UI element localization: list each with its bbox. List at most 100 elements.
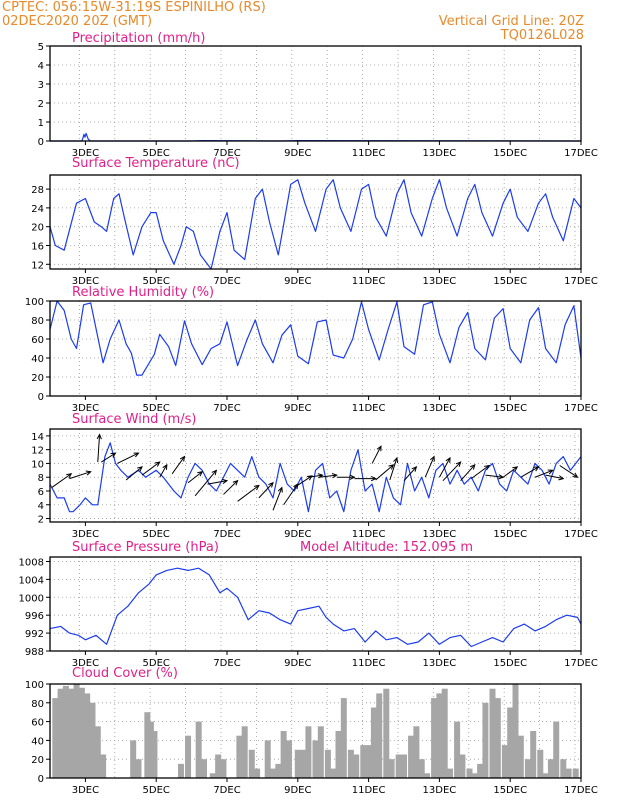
- cloud-bar: [401, 754, 407, 778]
- panel-title: Surface Temperature (nC): [72, 156, 240, 171]
- x-tick-label: 3DEC: [72, 529, 99, 540]
- cloud-bar: [241, 726, 248, 778]
- wind-arrow: [520, 466, 539, 478]
- cloud-bar: [466, 768, 473, 778]
- cloud-bar: [395, 754, 402, 778]
- header-grid-line: Vertical Grid Line: 20Z: [438, 14, 584, 29]
- wind-arrowhead: [293, 483, 299, 490]
- wind-arrow: [207, 480, 228, 485]
- x-tick-label: 13DEC: [423, 276, 457, 287]
- x-tick-label: 17DEC: [564, 785, 598, 796]
- header-model-id: TQ0126L028: [500, 28, 584, 43]
- cloud-bar: [305, 726, 312, 778]
- panel-title: Surface Wind (m/s): [72, 412, 196, 427]
- wind-arrowhead: [222, 478, 229, 484]
- wind-arrowhead: [469, 463, 476, 470]
- wind-arrowhead: [137, 466, 143, 472]
- y-tick-label: 0: [38, 774, 44, 785]
- panel-frame: [49, 556, 582, 652]
- x-tick-label: 3DEC: [72, 276, 99, 287]
- x-tick-label: 3DEC: [72, 148, 99, 159]
- cloud-bar: [360, 745, 367, 778]
- wind-arrowhead: [253, 484, 260, 491]
- wind-arrowhead: [197, 471, 204, 477]
- x-tick-label: 5DEC: [143, 529, 170, 540]
- cloud-bar: [347, 749, 354, 778]
- cloud-bar: [383, 688, 390, 778]
- cloud-bar: [73, 684, 80, 778]
- wind-arrow: [485, 474, 504, 478]
- wind-arrowhead: [349, 474, 356, 480]
- cloud-bar: [501, 745, 508, 778]
- y-tick-label: 14: [31, 432, 44, 443]
- series-line: [49, 300, 582, 376]
- cloud-bar: [324, 749, 331, 778]
- x-tick-label: 13DEC: [423, 403, 457, 414]
- wind-arrowhead: [376, 445, 382, 452]
- panel-6: [46, 683, 582, 782]
- y-tick-label: 1004: [19, 575, 44, 586]
- cloud-bar: [177, 763, 184, 778]
- wind-arrow: [318, 474, 337, 478]
- x-tick-label: 7DEC: [213, 658, 240, 669]
- wind-arrow: [171, 456, 185, 475]
- cloud-bar: [151, 731, 158, 778]
- cloud-bar: [494, 698, 501, 778]
- cloud-bar: [68, 688, 75, 778]
- cloud-bar: [215, 754, 222, 778]
- series-line: [49, 179, 582, 270]
- cloud-bar: [52, 698, 59, 778]
- wind-arrow: [460, 464, 476, 481]
- x-tick-label: 9DEC: [284, 148, 311, 159]
- y-tick-label: 8: [38, 473, 44, 484]
- x-tick-label: 5DEC: [143, 403, 170, 414]
- cloud-bar: [100, 754, 107, 778]
- cloud-bar: [454, 721, 461, 778]
- cloud-bar: [388, 759, 395, 778]
- y-tick-label: 996: [25, 611, 44, 622]
- y-tick-label: 1: [38, 118, 44, 129]
- wind-arrowhead: [96, 433, 102, 440]
- x-tick-label: 17DEC: [564, 529, 598, 540]
- x-tick-label: 5DEC: [143, 148, 170, 159]
- wind-arrow: [438, 457, 451, 478]
- x-tick-label: 7DEC: [213, 403, 240, 414]
- panel-title: Surface Pressure (hPa): [72, 540, 219, 555]
- x-tick-label: 3DEC: [72, 403, 99, 414]
- x-tick-label: 11DEC: [352, 148, 386, 159]
- wind-arrow: [194, 470, 217, 497]
- y-tick-label: 80: [31, 316, 44, 327]
- x-tick-label: 11DEC: [352, 785, 386, 796]
- x-tick-label: 15DEC: [493, 785, 527, 796]
- y-tick-label: 60: [31, 335, 44, 346]
- cloud-bar: [553, 721, 560, 778]
- cloud-bar: [209, 773, 216, 778]
- cloud-bar: [517, 735, 524, 778]
- wind-arrowhead: [110, 452, 117, 458]
- cloud-bar: [471, 773, 478, 778]
- cloud-bar: [418, 759, 425, 778]
- wind-arrowhead: [85, 470, 92, 476]
- panel-frame: [49, 300, 582, 397]
- x-tick-label: 15DEC: [493, 529, 527, 540]
- cloud-bar: [424, 773, 431, 778]
- wind-arrow: [237, 485, 260, 502]
- wind-arrow: [559, 465, 578, 478]
- panel-title: Relative Humidity (%): [72, 285, 214, 300]
- wind-arrow: [101, 452, 116, 463]
- panel-title: Precipitation (mm/h): [72, 31, 205, 46]
- cloud-bar: [376, 693, 383, 778]
- x-tick-label: 7DEC: [213, 148, 240, 159]
- cloud-bar: [408, 735, 415, 778]
- wind-arrow: [293, 475, 313, 488]
- y-tick-label: 20: [31, 755, 44, 766]
- x-tick-label: 11DEC: [352, 658, 386, 669]
- wind-arrowhead: [429, 455, 435, 462]
- wind-arrowhead: [393, 456, 399, 463]
- cloud-bar: [185, 735, 192, 778]
- wind-arrow: [371, 445, 382, 464]
- y-tick-label: 1008: [19, 557, 44, 568]
- x-tick-label: 17DEC: [564, 148, 598, 159]
